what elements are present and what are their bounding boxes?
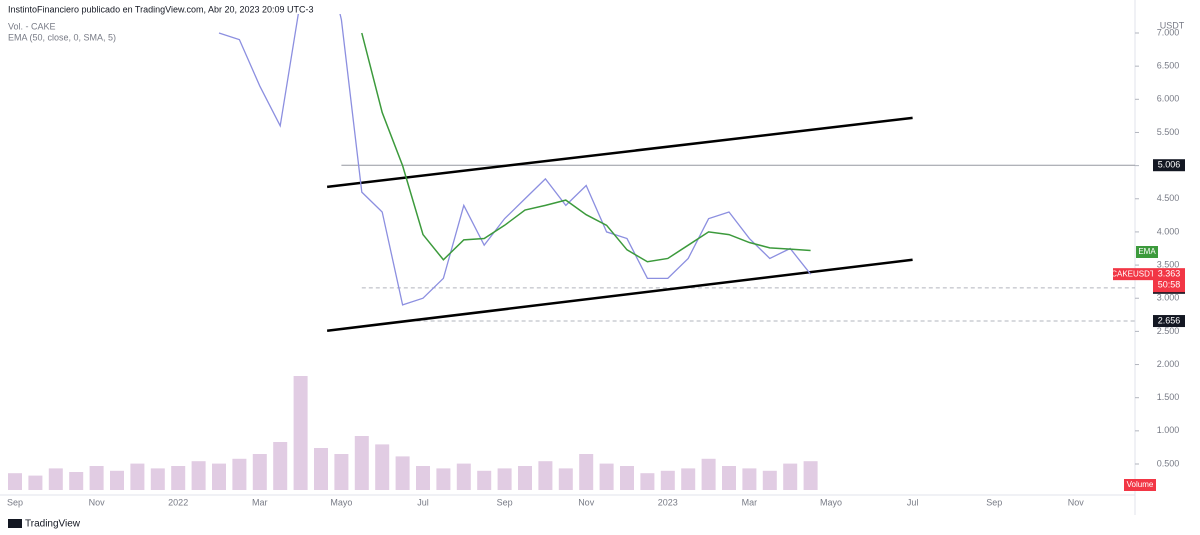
plot-area bbox=[8, 14, 1135, 490]
volume-bar bbox=[8, 473, 22, 490]
x-tick-label: Nov bbox=[578, 497, 595, 507]
volume-bar bbox=[28, 475, 43, 490]
x-tick-label: Jul bbox=[907, 497, 919, 507]
header: InstintoFinanciero publicado en TradingV… bbox=[8, 4, 314, 14]
level-box bbox=[1153, 315, 1185, 328]
volume-bar bbox=[212, 463, 226, 490]
y-tick-label: 4.000 bbox=[1157, 226, 1180, 236]
volume-bar bbox=[599, 463, 614, 490]
ema-line bbox=[361, 32, 811, 263]
volume-bar bbox=[232, 458, 247, 490]
volume-bar bbox=[477, 470, 492, 490]
logo bbox=[8, 519, 22, 528]
x-tick-label: Sep bbox=[986, 497, 1002, 507]
volume-bar bbox=[722, 466, 736, 490]
volume-bar bbox=[130, 463, 145, 490]
volume-bar bbox=[314, 448, 328, 490]
volume-bar bbox=[150, 468, 165, 490]
x-tick-label: Mayo bbox=[330, 497, 352, 507]
x-tick-label: Nov bbox=[89, 497, 106, 507]
x-tick-label: Nov bbox=[1068, 497, 1085, 507]
volume-bar bbox=[171, 466, 186, 490]
y-tick-label: 7.000 bbox=[1157, 27, 1180, 37]
volume-bar bbox=[334, 454, 349, 490]
level-label: 2.656 bbox=[1158, 315, 1181, 325]
y-tick-label: 1.000 bbox=[1157, 425, 1180, 435]
x-tick-label: Sep bbox=[497, 497, 513, 507]
countdown: 50:58 bbox=[1158, 280, 1181, 290]
volume-bar bbox=[416, 466, 430, 490]
x-tick-label: Sep bbox=[7, 497, 23, 507]
volume-bar bbox=[620, 466, 634, 490]
x-tick-label: Jul bbox=[417, 497, 429, 507]
price-line bbox=[218, 14, 812, 306]
volume-bar bbox=[110, 470, 124, 490]
ema-box bbox=[1136, 246, 1158, 258]
y-tick-label: 6.000 bbox=[1157, 94, 1180, 104]
volume-bar bbox=[783, 463, 798, 490]
volume-bar bbox=[252, 454, 267, 490]
x-tick-label: 2022 bbox=[168, 497, 188, 507]
y-tick-label: 0.500 bbox=[1157, 458, 1180, 468]
brand: TradingView bbox=[25, 519, 81, 530]
y-tick-label: 6.500 bbox=[1157, 61, 1180, 71]
y-tick-label: 2.500 bbox=[1157, 326, 1180, 336]
volume-bar bbox=[518, 466, 532, 490]
volume-bar bbox=[89, 466, 104, 490]
currency: USDT bbox=[1160, 20, 1185, 30]
volume-bar bbox=[538, 461, 553, 490]
volume-bar bbox=[375, 444, 390, 490]
y-tick-label: 5.500 bbox=[1157, 127, 1180, 137]
volume-bar bbox=[69, 472, 84, 490]
level-box bbox=[1153, 159, 1185, 172]
trend-line bbox=[326, 258, 913, 332]
ema-legend: EMA (50, close, 0, SMA, 5) bbox=[8, 32, 116, 42]
price-box bbox=[1153, 268, 1185, 293]
volume-bar bbox=[579, 454, 594, 490]
volume-bar bbox=[762, 470, 777, 490]
volume-bar bbox=[436, 468, 451, 490]
price-name-box bbox=[1113, 268, 1153, 281]
volume-box bbox=[1124, 479, 1156, 491]
volume-bar bbox=[395, 456, 410, 490]
volume-bar bbox=[640, 473, 655, 490]
price-label: 3.363 bbox=[1158, 269, 1181, 279]
x-tick-label: 2023 bbox=[658, 497, 678, 507]
volume-bar bbox=[497, 468, 512, 490]
x-tick-label: Mar bbox=[252, 497, 268, 507]
volume-bar bbox=[558, 468, 573, 490]
y-tick-label: 3.500 bbox=[1157, 259, 1180, 269]
ema-name: EMA bbox=[1138, 247, 1156, 256]
volume-bar bbox=[48, 468, 63, 490]
y-tick-label: 1.500 bbox=[1157, 392, 1180, 402]
volume-bar bbox=[293, 376, 308, 490]
volume-bar bbox=[273, 442, 288, 490]
volume-legend: Vol. - CAKE bbox=[8, 21, 56, 31]
price-name: CAKEUSDT bbox=[1111, 269, 1155, 278]
y-tick-label: 2.000 bbox=[1157, 359, 1180, 369]
volume-bar bbox=[191, 461, 206, 490]
volume-bar bbox=[803, 461, 818, 490]
y-tick-label: 4.500 bbox=[1157, 193, 1180, 203]
volume-bar bbox=[354, 436, 369, 490]
volume-bar bbox=[701, 458, 716, 490]
x-tick-label: Mar bbox=[742, 497, 758, 507]
volume-name: Volume bbox=[1127, 480, 1154, 489]
x-tick-label: Mayo bbox=[820, 497, 842, 507]
level-label: 5.006 bbox=[1158, 160, 1181, 170]
trend-line bbox=[326, 116, 913, 189]
volume-bar bbox=[742, 468, 757, 490]
volume-bar bbox=[681, 468, 696, 490]
volume-bar bbox=[660, 470, 675, 490]
y-tick-label: 3.000 bbox=[1157, 293, 1180, 303]
volume-bar bbox=[456, 463, 471, 490]
